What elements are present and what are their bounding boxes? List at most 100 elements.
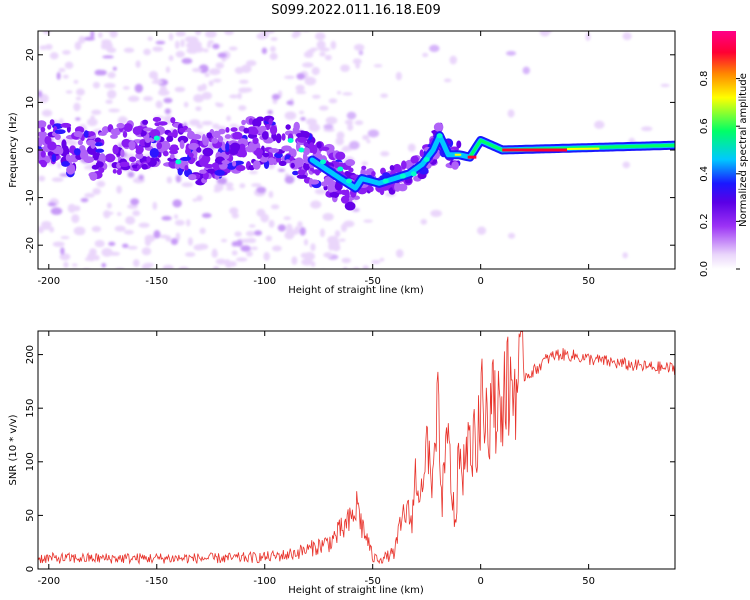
- spectrogram-ridge-blob: [246, 126, 258, 135]
- spectrogram-ridge-blob: [232, 160, 237, 167]
- ridge-bright-spot: [382, 178, 389, 184]
- spectrogram-ridge-blob: [249, 142, 257, 152]
- spectrogram-ridge-blob: [184, 165, 189, 171]
- spectrogram-noise-blob: [86, 118, 98, 127]
- spectrogram-ridge-blob: [149, 148, 160, 158]
- spectrogram-ridge-blob: [340, 195, 350, 204]
- spectrogram-y-axis-label: Frequency (Hz): [8, 112, 19, 188]
- ridge-bright-spot: [153, 135, 160, 141]
- spectrogram-noise-blob: [42, 224, 51, 231]
- spectrogram-noise-blob: [270, 204, 280, 210]
- spectrogram-ridge-blob: [260, 156, 268, 163]
- ridge-bright-spot: [423, 157, 430, 163]
- spectrogram-noise-blob: [191, 68, 202, 73]
- spectrogram-noise-blob: [161, 215, 172, 221]
- colorbar-label: Normalized spectral amplitude: [738, 73, 749, 227]
- spectrogram-noise-blob: [211, 250, 218, 258]
- spectrogram-noise-blob: [331, 244, 341, 252]
- spectrogram-noise-blob: [371, 259, 381, 265]
- spectrogram-ridge-blob: [281, 145, 292, 152]
- spectrogram-noise-blob: [80, 198, 89, 203]
- spectrogram-ridge-blob: [83, 130, 89, 138]
- spectrogram-ridge-blob: [110, 128, 117, 135]
- spectrogram-ridge-blob: [178, 127, 186, 133]
- spectrogram-noise-blob: [319, 228, 325, 238]
- spectrogram-ridge-blob: [135, 148, 143, 155]
- spectrogram-noise-blob: [192, 198, 198, 202]
- spectrogram-noise-blob: [271, 245, 282, 252]
- snr-y-tick-label: 100: [25, 452, 36, 471]
- spectrogram-noise-blob: [83, 24, 88, 29]
- spectrogram-noise-blob: [213, 189, 221, 193]
- spectrogram-ridge-blob: [225, 126, 230, 133]
- spectrogram-noise-blob: [162, 264, 174, 269]
- spectrogram-ridge-blob: [230, 127, 238, 132]
- spectrogram-ridge-blob: [248, 118, 254, 125]
- spectrogram-ridge-blob: [40, 150, 46, 158]
- spectrogram-x-tick-label: 50: [582, 276, 595, 287]
- spectrogram-ridge-blob: [211, 162, 219, 169]
- spectrogram-noise-blob: [301, 258, 313, 266]
- spectrogram-noise-blob: [335, 137, 344, 146]
- spectrogram-noise-blob: [84, 192, 95, 198]
- spectrogram-noise-blob: [305, 118, 318, 126]
- spectrogram-ridge-blob: [309, 179, 320, 185]
- spectrogram-ridge-blob: [38, 121, 43, 127]
- spectrogram-noise-blob: [295, 84, 305, 92]
- spectrogram-ridge-blob: [177, 167, 183, 176]
- spectrogram-noise-blob: [141, 264, 151, 269]
- ridge-bright-spot: [345, 178, 352, 184]
- spectrogram-ridge-blob: [140, 130, 145, 137]
- spectrogram-noise-blob: [226, 115, 231, 122]
- spectrogram-noise-blob: [283, 216, 291, 221]
- spectrogram-ridge-blob: [224, 134, 232, 139]
- spectrogram-ridge-blob: [49, 119, 55, 126]
- figure-title: S099.2022.011.16.18.E09: [271, 3, 440, 18]
- ridge-bright-spot: [287, 137, 294, 143]
- spectrogram-ridge-blob: [188, 152, 194, 158]
- spectrogram-ridge-blob: [172, 129, 178, 139]
- colorbar-tick-label: 0.6: [699, 118, 710, 134]
- spectrogram-noise-blob: [64, 61, 74, 69]
- spectrogram-ridge-blob: [170, 144, 179, 150]
- spectrogram-noise-blob: [449, 55, 458, 65]
- spectrogram-noise-blob: [66, 140, 78, 147]
- spectrogram-noise-blob: [238, 87, 250, 93]
- spectrogram-noise-blob: [114, 225, 126, 232]
- spectrogram-y-tick-label: -10: [25, 189, 36, 205]
- spectrogram-noise-blob: [225, 187, 235, 191]
- spectrogram-noise-blob: [310, 243, 316, 252]
- spectrogram-noise-blob: [249, 170, 258, 175]
- spectrogram-ridge-blob: [77, 139, 83, 146]
- spectrogram-ridge-blob: [191, 134, 202, 140]
- spectrogram-noise-blob: [284, 175, 295, 184]
- spectrogram-ridge-blob: [371, 171, 376, 177]
- spectrogram-noise-blob: [379, 257, 385, 262]
- spectrogram-noise-blob: [303, 252, 315, 261]
- spectrogram-ridge-blob: [188, 142, 199, 151]
- spectrogram-noise-blob: [622, 32, 632, 41]
- spectrogram-noise-blob: [62, 50, 71, 55]
- spectrogram-noise-blob: [342, 266, 348, 269]
- spectrogram-noise-blob: [277, 168, 286, 172]
- spectrogram-ridge-blob: [401, 160, 407, 170]
- spectrogram-ridge-blob: [275, 133, 282, 144]
- spectrogram-noise-blob: [127, 171, 135, 178]
- spectrogram-noise-blob: [107, 71, 116, 79]
- spectrogram-noise-blob: [135, 60, 141, 68]
- spectrogram-noise-blob: [199, 227, 206, 235]
- spectrogram-ridge-blob: [278, 160, 287, 166]
- spectrogram-ridge-blob: [235, 164, 246, 172]
- spectrogram-noise-blob: [49, 52, 59, 60]
- spectrogram-noise-blob: [323, 124, 334, 130]
- snr-marks: [38, 331, 675, 565]
- spectrogram-ridge-blob: [221, 159, 230, 165]
- spectrogram-noise-blob: [507, 109, 515, 118]
- spectrogram-noise-blob: [290, 229, 297, 235]
- spectrogram-ridge-blob: [344, 201, 356, 211]
- spectrogram-noise-blob: [215, 258, 227, 265]
- spectrogram-noise-blob: [622, 252, 628, 259]
- spectrogram-ridge-blob: [225, 142, 230, 153]
- spectrogram-ridge-blob: [98, 153, 106, 163]
- spectrogram-noise-blob: [370, 270, 382, 273]
